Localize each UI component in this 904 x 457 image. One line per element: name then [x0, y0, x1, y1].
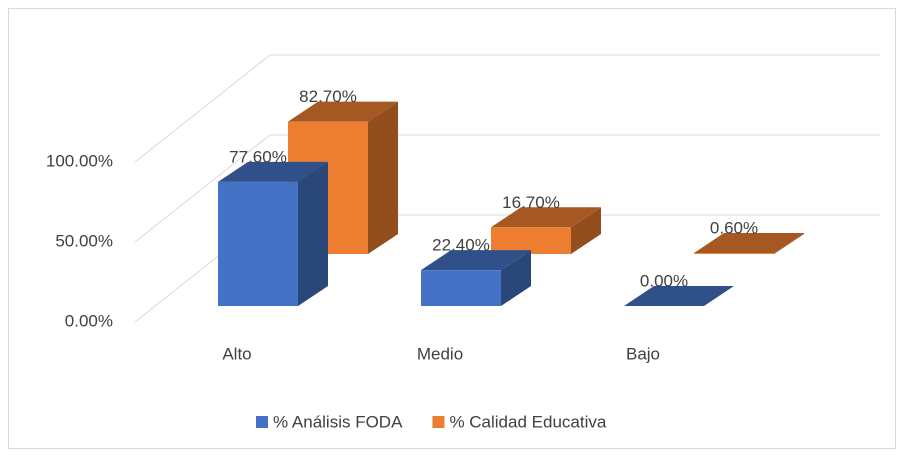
bar-top — [624, 286, 734, 306]
legend-label: % Análisis FODA — [273, 412, 403, 431]
data-label: 82.70% — [299, 87, 357, 106]
x-tick-label: Bajo — [626, 344, 660, 363]
data-label: 0.60% — [710, 219, 758, 238]
x-tick-label: Alto — [222, 344, 251, 363]
bar-side — [774, 233, 804, 254]
bar-top — [288, 101, 398, 122]
legend-swatch — [432, 416, 445, 428]
data-label: 16.70% — [502, 193, 560, 212]
x-tick-label: Medio — [417, 344, 463, 363]
legend-swatch — [256, 416, 268, 428]
grid-line — [134, 54, 271, 163]
bar-top — [421, 250, 531, 271]
bar-side — [368, 101, 398, 255]
y-tick-label: 100.00% — [46, 151, 113, 170]
bar-side — [501, 250, 531, 306]
chart-border — [8, 8, 896, 449]
bar — [421, 270, 501, 306]
data-label: 0.00% — [640, 271, 688, 290]
bar-top — [218, 161, 328, 182]
y-tick-label: 0.00% — [65, 311, 113, 330]
data-label: 77.60% — [229, 147, 287, 166]
legend-label: % Calidad Educativa — [449, 412, 606, 431]
grid-line — [134, 134, 271, 243]
bar — [491, 227, 571, 254]
bar-side — [298, 161, 328, 306]
bar-side — [571, 207, 601, 254]
data-label: 22.40% — [432, 236, 490, 255]
bar — [694, 253, 774, 254]
bar — [218, 181, 298, 306]
y-tick-label: 50.00% — [55, 231, 113, 250]
bar-top — [694, 233, 804, 254]
bar-top — [491, 207, 601, 228]
